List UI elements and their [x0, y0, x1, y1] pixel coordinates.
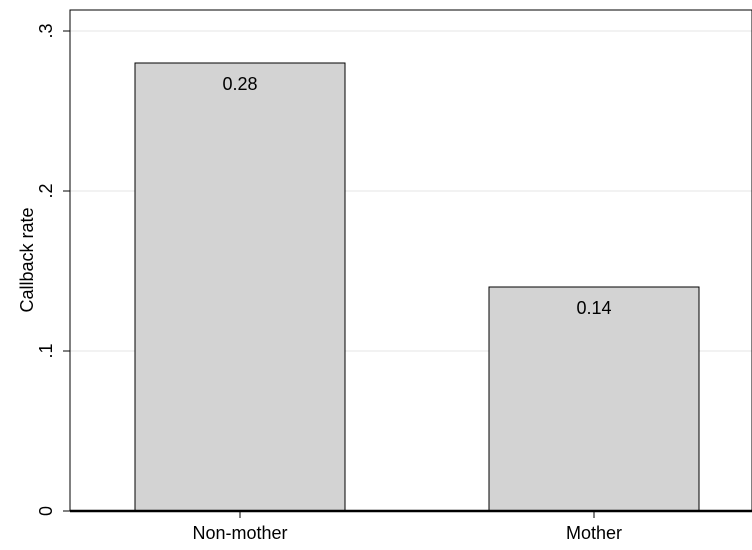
labels: 0 .1 .2 .3 0.28 Non-mother 0.14 Mother [36, 23, 622, 543]
data-label-non-mother: 0.28 [222, 74, 257, 94]
x-tick-label-non-mother: Non-mother [192, 523, 287, 543]
y-tick-label: .3 [36, 23, 56, 38]
bar-non-mother [134, 62, 346, 512]
y-tick-label: 0 [36, 506, 56, 516]
y-axis-title: Callback rate [17, 207, 37, 312]
data-label-mother: 0.14 [576, 298, 611, 318]
bar-mother [488, 286, 700, 512]
x-tick-label-mother: Mother [566, 523, 622, 543]
y-tick-label: .2 [36, 183, 56, 198]
bars [134, 62, 700, 512]
y-tick-label: .1 [36, 343, 56, 358]
axes [63, 9, 752, 518]
